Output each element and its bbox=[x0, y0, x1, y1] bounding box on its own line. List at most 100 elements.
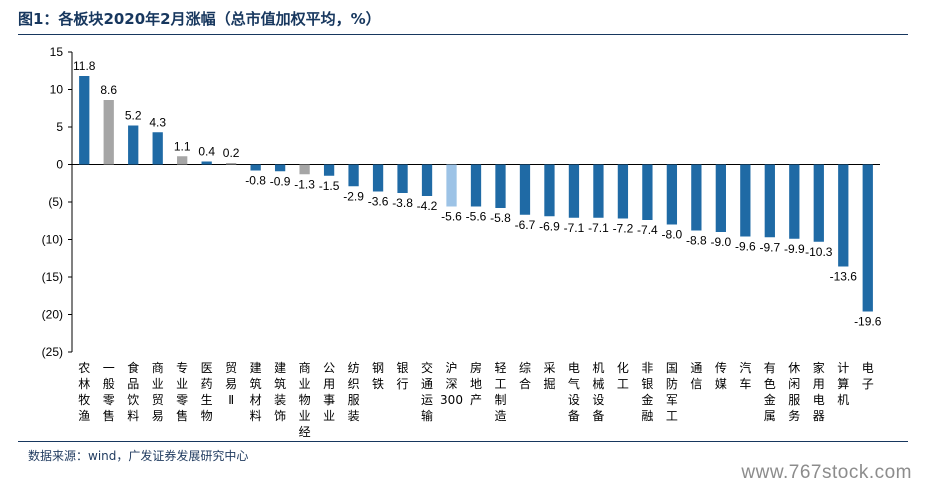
data-label: -19.6 bbox=[854, 315, 882, 329]
category-label: 交 bbox=[421, 360, 433, 375]
category-label: 轻 bbox=[494, 361, 506, 375]
category-label: 综 bbox=[519, 361, 531, 375]
category-label: 休 bbox=[788, 361, 800, 375]
category-label: 食 bbox=[127, 360, 139, 375]
data-label: -10.3 bbox=[805, 245, 833, 259]
category-label: 产 bbox=[470, 393, 482, 407]
bar bbox=[299, 164, 310, 175]
category-label: 气 bbox=[568, 376, 580, 391]
data-label: -0.8 bbox=[245, 174, 266, 188]
category-label: 农 bbox=[78, 361, 90, 375]
category-label: 工 bbox=[666, 409, 678, 423]
category-label: 汽 bbox=[739, 360, 751, 375]
category-label: 务 bbox=[788, 408, 800, 423]
y-tick-label: (5) bbox=[48, 195, 63, 209]
bar bbox=[421, 164, 433, 196]
category-label: 国 bbox=[666, 361, 678, 375]
bar bbox=[838, 164, 849, 267]
category-label: 有 bbox=[764, 361, 776, 375]
data-label: -1.3 bbox=[294, 177, 315, 191]
category-label: 筑 bbox=[250, 376, 262, 391]
data-label: 8.6 bbox=[100, 83, 117, 97]
category-label: 贸 bbox=[152, 393, 164, 407]
category-label: 工 bbox=[617, 377, 629, 391]
category-label: 业 bbox=[176, 377, 188, 391]
watermark: www.767stock.com bbox=[741, 462, 912, 483]
y-tick-label: 15 bbox=[50, 45, 64, 59]
category-label: 金 bbox=[764, 392, 776, 407]
chart-title: 图1：各板块2020年2月涨幅（总市值加权平均，%） bbox=[18, 10, 381, 28]
category-label: 车 bbox=[739, 376, 751, 391]
category-label: 备 bbox=[592, 409, 604, 423]
category-label: 设 bbox=[568, 393, 580, 407]
category-label: 运 bbox=[421, 393, 433, 407]
bar bbox=[397, 164, 408, 193]
bar bbox=[519, 164, 531, 215]
data-label: 11.8 bbox=[73, 59, 96, 73]
category-label: 般 bbox=[103, 376, 115, 391]
data-label: 0.4 bbox=[198, 145, 215, 159]
bar bbox=[177, 156, 188, 165]
category-label: 金 bbox=[641, 392, 653, 407]
data-label: 5.2 bbox=[125, 109, 142, 123]
category-label: 饮 bbox=[127, 393, 139, 407]
category-label: 物 bbox=[299, 393, 311, 407]
y-tick-label: (25) bbox=[42, 345, 63, 359]
category-label: 服 bbox=[348, 393, 360, 407]
bar bbox=[740, 164, 751, 237]
bar bbox=[323, 164, 335, 176]
category-label: 一 bbox=[103, 361, 115, 375]
category-label: 品 bbox=[127, 377, 139, 391]
category-label: 传 bbox=[715, 360, 727, 375]
data-label: -6.7 bbox=[515, 218, 536, 232]
data-label: -2.9 bbox=[343, 189, 364, 203]
category-label: 深 bbox=[446, 377, 458, 391]
category-label: 建 bbox=[250, 361, 262, 375]
category-label: 银 bbox=[397, 361, 409, 375]
category-label: 电 bbox=[813, 393, 825, 407]
category-label: 经 bbox=[299, 425, 311, 439]
category-label: 事 bbox=[323, 393, 335, 407]
category-label: 料 bbox=[250, 409, 262, 423]
category-label: 公 bbox=[323, 361, 335, 375]
category-label: 地 bbox=[470, 377, 482, 391]
bar bbox=[568, 164, 580, 218]
y-tick-label: 10 bbox=[50, 83, 64, 97]
category-label: 铁 bbox=[372, 377, 384, 391]
category-label: 300 bbox=[440, 393, 463, 407]
category-label: 闲 bbox=[788, 377, 800, 391]
data-label: -13.6 bbox=[830, 270, 858, 284]
bar bbox=[642, 164, 653, 220]
category-label: 业 bbox=[299, 377, 311, 391]
category-label: 饰 bbox=[274, 409, 286, 423]
bar bbox=[103, 100, 114, 165]
category-label: 器 bbox=[813, 409, 825, 423]
data-label: -0.9 bbox=[270, 174, 291, 188]
category-label: 易 bbox=[225, 377, 237, 391]
data-label: -7.4 bbox=[637, 223, 658, 237]
bar bbox=[274, 164, 286, 172]
category-label: 料 bbox=[127, 409, 139, 423]
bar bbox=[372, 164, 384, 192]
category-label: 电 bbox=[862, 361, 874, 375]
category-label: 沪 bbox=[446, 361, 458, 375]
category-label: 装 bbox=[274, 393, 286, 407]
category-label: 化 bbox=[617, 361, 629, 375]
category-label: 业 bbox=[152, 377, 164, 391]
bar bbox=[201, 161, 212, 165]
y-tick-label: (15) bbox=[42, 270, 63, 284]
category-label: 掘 bbox=[543, 376, 555, 391]
category-label: 钢 bbox=[372, 361, 384, 375]
category-label: 合 bbox=[519, 376, 531, 391]
category-label: 医 bbox=[201, 361, 213, 375]
bar bbox=[128, 125, 139, 165]
category-label: 行 bbox=[397, 377, 409, 391]
category-label: 机 bbox=[592, 361, 604, 375]
data-label: -4.2 bbox=[417, 199, 438, 213]
y-tick-label: 0 bbox=[56, 158, 63, 172]
category-label: 物 bbox=[201, 409, 213, 423]
bar bbox=[789, 164, 800, 239]
category-label: 采 bbox=[543, 361, 555, 375]
bar bbox=[446, 164, 457, 207]
